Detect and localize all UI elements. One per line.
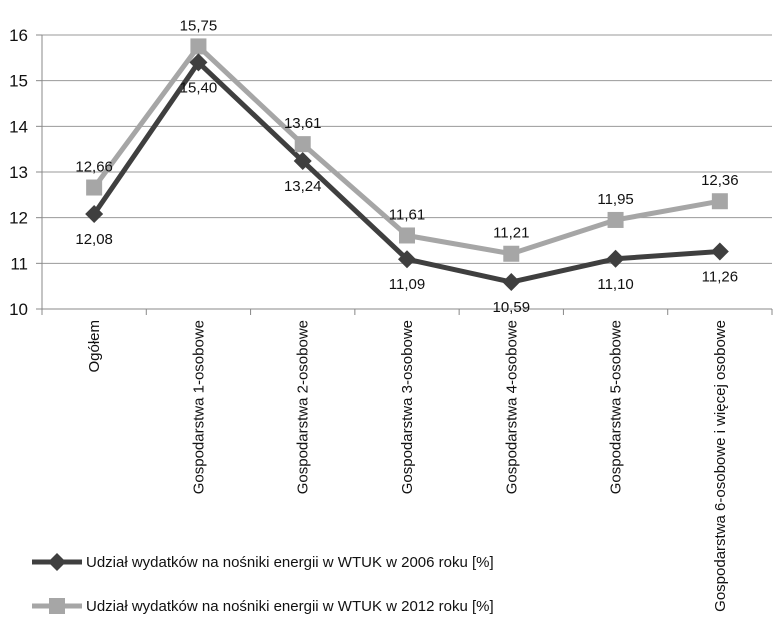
data-point-2006: [293, 152, 312, 171]
data-point-2012: [399, 227, 415, 244]
data-point-2006: [189, 53, 208, 72]
y-tick-label: 15: [9, 72, 28, 91]
data-label-2006: 15,40: [180, 79, 218, 96]
x-tick-label: Ogółem: [86, 320, 103, 373]
legend-marker-2012: [49, 598, 65, 614]
data-point-2012: [607, 211, 624, 228]
x-tick-label: Gospodarstwa 2-osobowe: [295, 320, 312, 494]
data-point-2012: [86, 179, 103, 196]
x-tick-label: Gospodarstwa 1-osobowe: [190, 320, 207, 494]
data-point-2006: [85, 205, 104, 224]
x-tick-label: Gospodarstwa 3-osobowe: [399, 320, 416, 494]
data-label-2006: 11,10: [597, 276, 633, 293]
data-point-2012: [503, 245, 520, 262]
y-tick-label: 10: [9, 300, 28, 319]
legend-marker-2006: [48, 553, 66, 571]
data-point-2006: [502, 273, 521, 292]
data-label-2012: 15,75: [180, 17, 218, 34]
data-label-2006: 13,24: [284, 178, 322, 195]
data-label-2012: 11,21: [493, 225, 529, 242]
data-label-2006: 11,09: [389, 276, 425, 293]
x-tick-label: Gospodarstwa 4-osobowe: [503, 320, 520, 494]
x-tick-label: Gospodarstwa 6-osobowe i więcej osobowe: [712, 320, 729, 612]
data-point-2006: [606, 249, 625, 268]
x-tick-label: Gospodarstwa 5-osobowe: [608, 320, 625, 494]
data-point-2012: [190, 38, 207, 55]
y-tick-label: 13: [9, 163, 28, 182]
y-tick-label: 11: [10, 254, 28, 273]
legend-label-2012: Udział wydatków na nośniki energii w WTU…: [86, 598, 494, 615]
data-label-2012: 12,66: [75, 159, 113, 176]
data-point-2006: [710, 242, 729, 261]
legend-label-2006: Udział wydatków na nośniki energii w WTU…: [86, 554, 494, 571]
y-tick-label: 14: [9, 117, 28, 136]
data-label-2012: 11,95: [597, 191, 633, 208]
data-label-2006: 12,08: [75, 231, 113, 248]
data-point-2006: [398, 250, 416, 269]
data-point-2012: [294, 136, 311, 153]
data-label-2012: 13,61: [284, 115, 322, 132]
data-label-2012: 11,61: [389, 206, 425, 223]
data-label-2006: 10,59: [493, 299, 531, 316]
y-tick-label: 12: [9, 209, 28, 228]
data-point-2012: [711, 193, 728, 210]
data-label-2012: 12,36: [701, 172, 739, 189]
data-label-2006: 11,26: [702, 268, 738, 285]
y-tick-label: 16: [9, 26, 28, 45]
